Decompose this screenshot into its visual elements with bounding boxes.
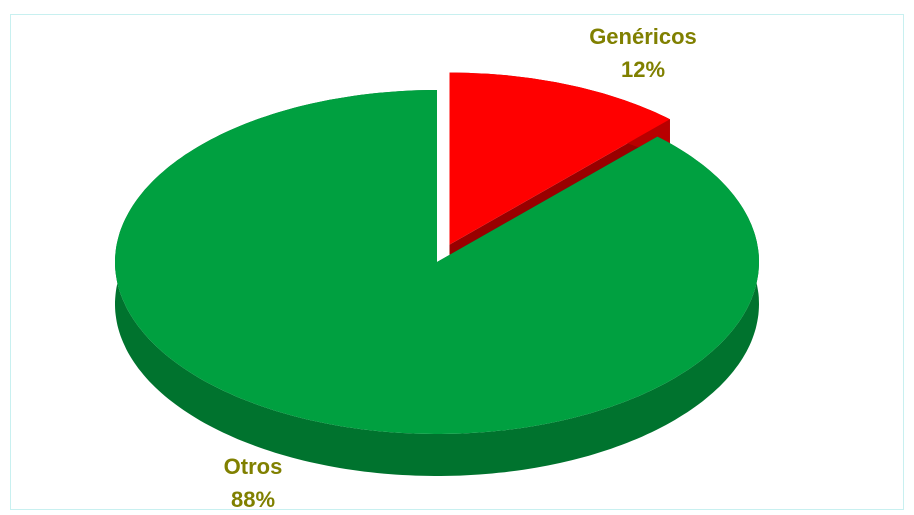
slice-label: Otros: [224, 454, 283, 479]
chart-border: [10, 14, 904, 510]
slice: [449, 72, 670, 245]
slice: [115, 90, 759, 434]
slice-value-label: 12%: [621, 57, 665, 82]
slice-label: Genéricos: [589, 24, 697, 49]
slice-value-label: 88%: [231, 487, 275, 512]
